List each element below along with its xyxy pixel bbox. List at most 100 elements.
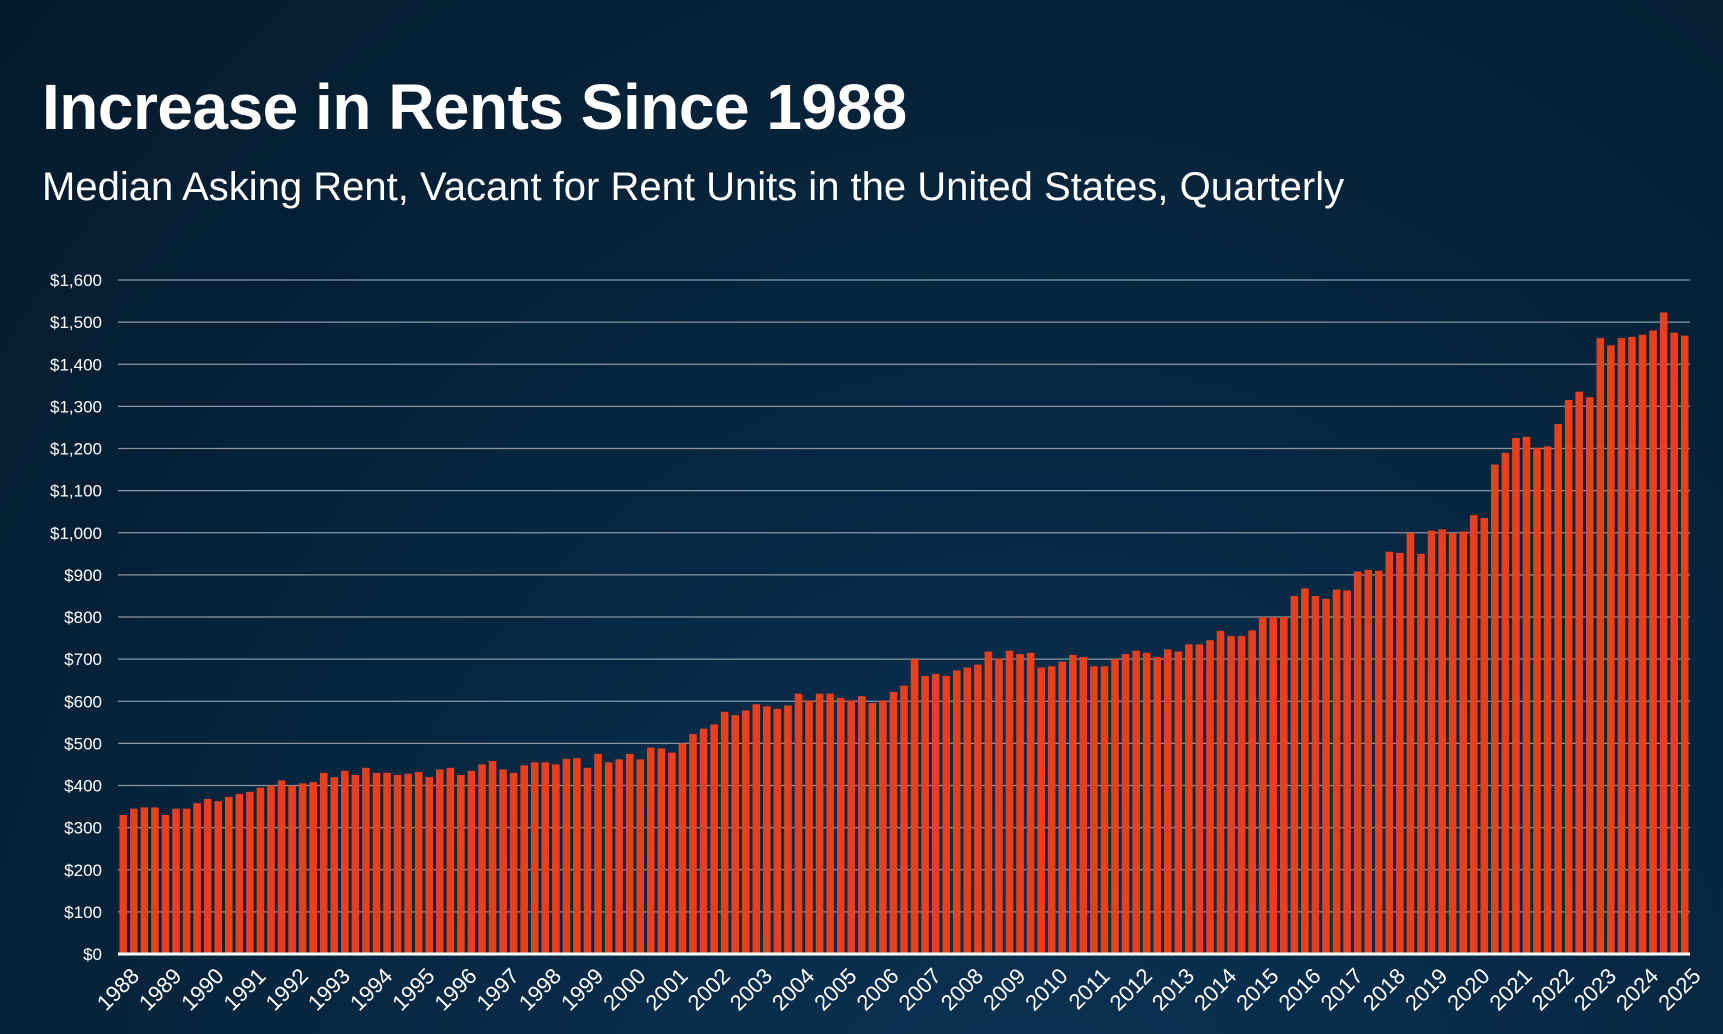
bar (530, 762, 539, 954)
y-tick-label: $1,200 (50, 440, 102, 459)
bar (362, 767, 370, 954)
bar (1522, 436, 1531, 955)
bar (478, 764, 486, 954)
bar (710, 724, 718, 954)
bar (467, 770, 476, 954)
bar (1079, 657, 1088, 954)
bar (657, 748, 666, 954)
bar (646, 747, 655, 954)
x-tick-label: 1998 (514, 963, 566, 1015)
bar (752, 704, 761, 954)
x-tick-label: 2007 (894, 963, 946, 1015)
bar (1185, 644, 1193, 954)
bar (699, 728, 708, 954)
bar (1058, 661, 1067, 954)
bar (668, 752, 676, 954)
bar (214, 801, 223, 954)
bar (984, 651, 993, 954)
x-tick-label: 1997 (472, 963, 524, 1015)
y-tick-label: $700 (64, 650, 102, 669)
bar (879, 700, 887, 954)
y-tick-label: $900 (64, 566, 102, 585)
bar (1280, 617, 1288, 954)
bar (1121, 654, 1130, 954)
bar (1237, 635, 1246, 954)
x-tick-label: 2004 (767, 963, 819, 1015)
bar (826, 693, 834, 954)
bar (921, 675, 929, 954)
bar (1596, 338, 1605, 954)
x-tick-label: 2012 (1105, 963, 1157, 1015)
x-tick-label: 1993 (303, 963, 355, 1015)
y-tick-label: $1,100 (50, 482, 102, 501)
bar (731, 715, 739, 954)
bar (1501, 452, 1510, 954)
bar (1290, 595, 1299, 954)
bar (1026, 652, 1035, 954)
bar (541, 762, 550, 954)
bar (140, 807, 149, 954)
y-tick-label: $1,300 (50, 397, 102, 416)
bar (552, 764, 560, 954)
bar (1533, 447, 1541, 954)
x-tick-label: 2006 (851, 963, 903, 1015)
x-tick-label: 2000 (598, 963, 650, 1015)
bar (1353, 571, 1362, 954)
y-tick-label: $100 (64, 903, 102, 922)
bar (847, 700, 856, 954)
bar (1163, 649, 1172, 954)
bar (942, 675, 950, 954)
y-axis-tick-labels: $0 $100 $200 $300 $400 $500 $600 $700 $800 $900 $1… (50, 271, 102, 964)
bar (1005, 650, 1014, 954)
bar (573, 758, 581, 954)
bar (457, 774, 465, 954)
y-tick-label: $1,000 (50, 524, 102, 543)
bar (1438, 529, 1446, 954)
bar (1206, 640, 1214, 954)
bar (119, 814, 128, 954)
bar (583, 767, 592, 954)
bar (256, 787, 265, 954)
bar (383, 772, 391, 954)
x-tick-label: 1991 (218, 963, 270, 1015)
y-tick-label: $600 (64, 692, 102, 711)
x-tick-label: 2025 (1653, 963, 1705, 1015)
bar (1480, 518, 1489, 954)
bar (1469, 515, 1478, 954)
y-tick-label: $1,400 (50, 355, 102, 374)
bar (203, 798, 212, 954)
bar (298, 783, 307, 954)
bar (425, 777, 434, 954)
x-tick-label: 1999 (556, 963, 608, 1015)
bar (393, 774, 402, 954)
bar (1554, 424, 1562, 954)
bar (1406, 532, 1415, 954)
bar (1016, 654, 1024, 954)
bar (773, 708, 782, 954)
bar (1385, 551, 1394, 954)
bar (172, 808, 180, 954)
bar (509, 772, 518, 954)
bar (1396, 552, 1404, 954)
bar (151, 807, 159, 954)
x-tick-label: 1990 (176, 963, 228, 1015)
x-tick-label: 2008 (936, 963, 988, 1015)
x-tick-label: 2022 (1527, 963, 1579, 1015)
bar (1195, 644, 1204, 954)
x-tick-label: 2017 (1316, 963, 1368, 1015)
bar (224, 796, 233, 954)
bar (604, 762, 613, 954)
bar (1100, 666, 1109, 954)
x-tick-label: 1992 (261, 963, 313, 1015)
bar (1680, 335, 1689, 955)
bar (1374, 570, 1383, 954)
bar (193, 803, 201, 954)
bar (1659, 312, 1668, 954)
bar (1258, 617, 1267, 954)
bar (1248, 630, 1256, 954)
x-tick-label: 2005 (809, 963, 861, 1015)
bar (868, 702, 877, 954)
bar (1427, 530, 1436, 954)
bar (520, 765, 528, 954)
